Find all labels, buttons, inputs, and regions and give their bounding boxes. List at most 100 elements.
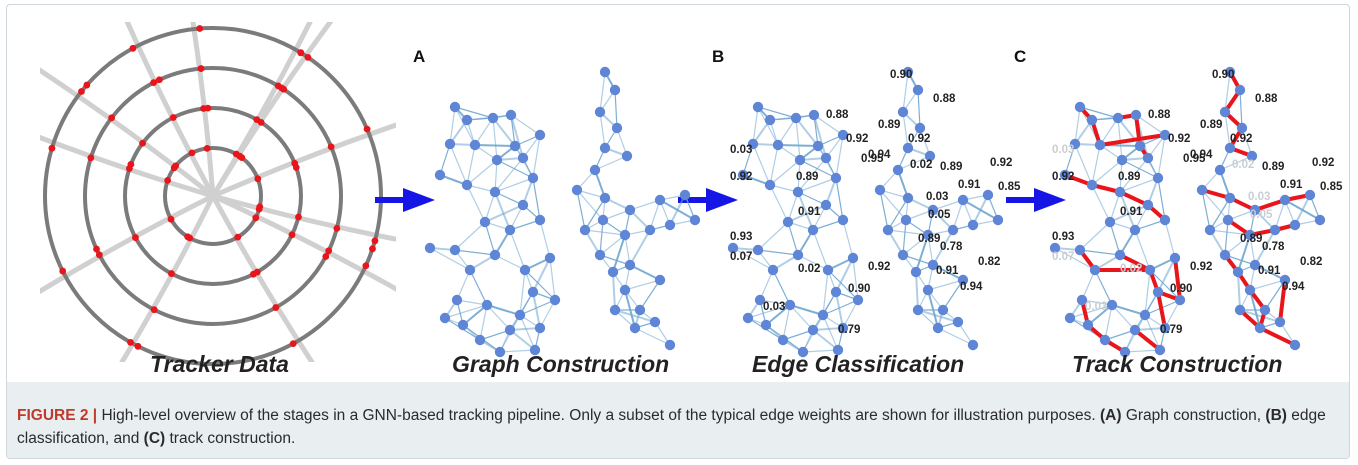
- graph-edge: [1087, 304, 1113, 326]
- detector-hit: [249, 270, 257, 278]
- edge-weight-label: 0.92: [1052, 171, 1074, 183]
- graph-node: [752, 244, 764, 256]
- graph-node: [754, 294, 766, 306]
- graph-edge: [932, 199, 964, 211]
- graph-node: [624, 204, 636, 216]
- panel-label-c: C: [1014, 47, 1026, 66]
- graph-edge: [902, 234, 929, 256]
- graph-node: [742, 312, 754, 324]
- graph-node: [1159, 214, 1171, 226]
- graph-edge: [624, 279, 661, 291]
- arrow-shaft: [1006, 197, 1036, 203]
- graph-edge: [1117, 117, 1123, 161]
- edge-weight-label: 0.03: [1085, 301, 1107, 313]
- graph-edge: [902, 254, 934, 266]
- graph-node: [534, 214, 546, 226]
- edge-weight-label: 0.92: [868, 261, 890, 273]
- graph-node: [900, 214, 912, 226]
- graph-node: [1099, 334, 1111, 346]
- graph-edge: [1254, 229, 1276, 266]
- detector-hit: [164, 176, 172, 184]
- figure-caption: FIGURE 2 | High-level overview of the st…: [17, 404, 1327, 450]
- graph-node: [992, 214, 1004, 226]
- graph-node: [1222, 214, 1234, 226]
- edge-weight-label: 0.03: [763, 301, 785, 313]
- graph-node: [1249, 204, 1261, 216]
- graph-edge: [822, 299, 859, 316]
- graph-node: [1074, 101, 1086, 113]
- graph-node: [654, 194, 666, 206]
- detector-hit: [83, 81, 91, 89]
- graph-edge: [539, 299, 556, 329]
- graph-edge: [1079, 221, 1111, 251]
- graph-edge: [1069, 304, 1113, 319]
- graph-edge: [777, 117, 797, 146]
- graph-edge: [915, 234, 929, 273]
- graph-node: [1224, 142, 1236, 154]
- graph-node: [679, 189, 691, 201]
- detector-hit: [252, 214, 260, 222]
- graph-node: [619, 229, 631, 241]
- graph-node: [439, 312, 451, 324]
- graph-edge: [769, 184, 789, 223]
- edge-weight-label: 0.92: [730, 171, 752, 183]
- graph-node: [649, 316, 661, 328]
- graph-node: [1064, 312, 1076, 324]
- graph-edge: [752, 106, 759, 145]
- graph-edge: [614, 309, 656, 323]
- graph-edge: [1144, 314, 1161, 351]
- graph-node: [1130, 109, 1142, 121]
- graph-edge: [757, 249, 799, 256]
- graph-edge: [519, 314, 536, 351]
- graph-node: [579, 224, 591, 236]
- detector-hit: [155, 76, 163, 84]
- graph-node: [451, 294, 463, 306]
- graph-edge: [519, 269, 526, 316]
- edge-weight-label: 0.92: [990, 157, 1012, 169]
- graph-edge: [1079, 249, 1121, 256]
- graph-edge: [484, 204, 524, 223]
- graph-edge: [932, 229, 954, 266]
- detector-layer-ring: [163, 146, 263, 246]
- graph-node: [782, 216, 794, 228]
- edge-weight-label: 0.02: [910, 159, 932, 171]
- graph-edge: [797, 177, 837, 193]
- graph-node: [1142, 152, 1154, 164]
- detector-hit: [134, 342, 142, 350]
- graph-node: [461, 114, 473, 126]
- graph-node: [1269, 224, 1281, 236]
- caption-text-4: track construction.: [165, 430, 296, 447]
- graph-edge: [902, 219, 907, 256]
- detector-hit: [232, 150, 240, 158]
- detector-hit: [238, 154, 246, 162]
- detector-hit: [327, 143, 335, 151]
- edge-weight-label: 0.90: [1170, 283, 1192, 295]
- graph-edge: [777, 144, 819, 147]
- graph-edge: [1274, 199, 1286, 231]
- caption-background: [7, 382, 1349, 458]
- graph-node: [902, 66, 914, 78]
- edge-weight-label: 0.92: [908, 133, 930, 145]
- graph-edge: [549, 257, 556, 301]
- track-segment: [1133, 328, 1162, 352]
- edge-classification-panel: 0.88 0.92 0.03 0.95 0.92 0.89 0.91 0.93 0.92 0.07…: [727, 66, 1021, 358]
- graph-edge: [822, 314, 839, 351]
- graph-node: [797, 346, 809, 358]
- edge-weight-label: 0.92: [846, 133, 868, 145]
- graph-node: [689, 214, 701, 226]
- graph-node: [737, 169, 749, 181]
- edge-weight-label: 0.93: [1052, 231, 1074, 243]
- edge-weight-label: 0.89: [1262, 161, 1284, 173]
- graph-node: [808, 109, 820, 121]
- graph-edge: [599, 254, 631, 266]
- graph-node: [449, 244, 461, 256]
- graph-edge: [1091, 184, 1111, 223]
- panel-label-a: A: [413, 47, 425, 66]
- edge-weight-label: 0.79: [1160, 324, 1182, 336]
- graph-node: [837, 129, 849, 141]
- graph-node: [1159, 129, 1171, 141]
- graph-node: [1159, 322, 1171, 334]
- graph-node: [874, 184, 886, 196]
- graph-node: [1082, 319, 1094, 331]
- graph-edge: [1099, 117, 1119, 146]
